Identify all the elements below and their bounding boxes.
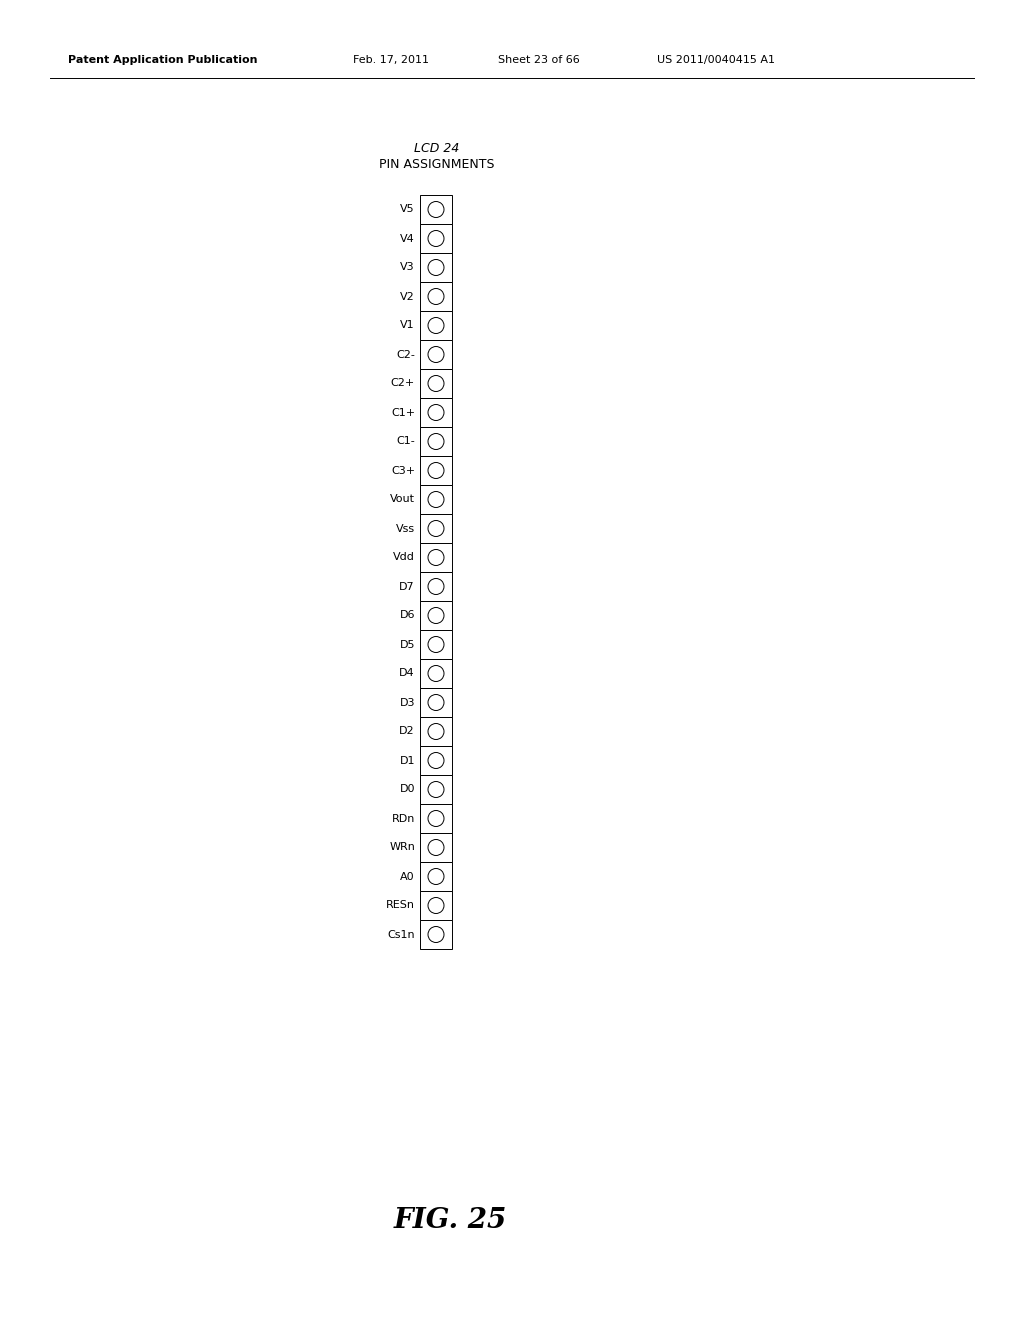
Bar bbox=[420, 630, 452, 659]
Circle shape bbox=[428, 869, 444, 884]
Circle shape bbox=[428, 723, 444, 739]
Circle shape bbox=[428, 289, 444, 305]
Text: D1: D1 bbox=[399, 755, 415, 766]
Text: Feb. 17, 2011: Feb. 17, 2011 bbox=[353, 55, 429, 65]
Bar bbox=[420, 513, 452, 543]
Circle shape bbox=[428, 781, 444, 797]
Bar bbox=[420, 891, 452, 920]
Bar bbox=[420, 341, 452, 370]
Text: V3: V3 bbox=[400, 263, 415, 272]
Text: D6: D6 bbox=[399, 610, 415, 620]
Circle shape bbox=[428, 636, 444, 652]
Text: RESn: RESn bbox=[386, 900, 415, 911]
Text: WRn: WRn bbox=[389, 842, 415, 853]
Circle shape bbox=[428, 202, 444, 218]
Bar bbox=[420, 370, 452, 399]
Circle shape bbox=[428, 346, 444, 363]
Bar bbox=[420, 195, 452, 224]
Bar bbox=[420, 862, 452, 891]
Circle shape bbox=[428, 840, 444, 855]
Circle shape bbox=[428, 694, 444, 710]
Bar bbox=[420, 804, 452, 833]
Bar bbox=[420, 253, 452, 282]
Bar bbox=[420, 543, 452, 572]
Circle shape bbox=[428, 810, 444, 826]
Bar bbox=[420, 717, 452, 746]
Circle shape bbox=[428, 404, 444, 421]
Text: C2-: C2- bbox=[396, 350, 415, 359]
Text: C1-: C1- bbox=[396, 437, 415, 446]
Bar bbox=[420, 312, 452, 341]
Circle shape bbox=[428, 491, 444, 507]
Text: FIG. 25: FIG. 25 bbox=[393, 1206, 507, 1233]
Circle shape bbox=[428, 665, 444, 681]
Circle shape bbox=[428, 752, 444, 768]
Bar bbox=[420, 572, 452, 601]
Text: Vout: Vout bbox=[390, 495, 415, 504]
Text: Sheet 23 of 66: Sheet 23 of 66 bbox=[498, 55, 580, 65]
Text: C1+: C1+ bbox=[391, 408, 415, 417]
Text: D0: D0 bbox=[399, 784, 415, 795]
Bar bbox=[420, 399, 452, 426]
Bar bbox=[420, 455, 452, 484]
Bar bbox=[420, 833, 452, 862]
Circle shape bbox=[428, 375, 444, 392]
Circle shape bbox=[428, 578, 444, 594]
Text: C3+: C3+ bbox=[391, 466, 415, 475]
Text: V5: V5 bbox=[400, 205, 415, 214]
Text: US 2011/0040415 A1: US 2011/0040415 A1 bbox=[657, 55, 775, 65]
Bar bbox=[420, 601, 452, 630]
Text: D7: D7 bbox=[399, 582, 415, 591]
Bar bbox=[420, 426, 452, 455]
Text: D5: D5 bbox=[399, 639, 415, 649]
Bar bbox=[420, 920, 452, 949]
Circle shape bbox=[428, 318, 444, 334]
Circle shape bbox=[428, 260, 444, 276]
Circle shape bbox=[428, 927, 444, 942]
Bar bbox=[420, 688, 452, 717]
Circle shape bbox=[428, 433, 444, 450]
Text: RDn: RDn bbox=[391, 813, 415, 824]
Text: C2+: C2+ bbox=[391, 379, 415, 388]
Circle shape bbox=[428, 898, 444, 913]
Text: D2: D2 bbox=[399, 726, 415, 737]
Circle shape bbox=[428, 231, 444, 247]
Circle shape bbox=[428, 520, 444, 536]
Text: V1: V1 bbox=[400, 321, 415, 330]
Text: D3: D3 bbox=[399, 697, 415, 708]
Text: Vss: Vss bbox=[396, 524, 415, 533]
Text: Patent Application Publication: Patent Application Publication bbox=[68, 55, 257, 65]
Bar bbox=[420, 659, 452, 688]
Bar bbox=[420, 775, 452, 804]
Text: LCD 24: LCD 24 bbox=[415, 141, 460, 154]
Text: A0: A0 bbox=[400, 871, 415, 882]
Text: V2: V2 bbox=[400, 292, 415, 301]
Text: Vdd: Vdd bbox=[393, 553, 415, 562]
Circle shape bbox=[428, 462, 444, 479]
Bar bbox=[420, 746, 452, 775]
Circle shape bbox=[428, 607, 444, 623]
Text: Cs1n: Cs1n bbox=[387, 929, 415, 940]
Text: D4: D4 bbox=[399, 668, 415, 678]
Bar bbox=[420, 282, 452, 312]
Bar bbox=[420, 224, 452, 253]
Circle shape bbox=[428, 549, 444, 565]
Text: PIN ASSIGNMENTS: PIN ASSIGNMENTS bbox=[379, 157, 495, 170]
Text: V4: V4 bbox=[400, 234, 415, 243]
Bar bbox=[420, 484, 452, 513]
